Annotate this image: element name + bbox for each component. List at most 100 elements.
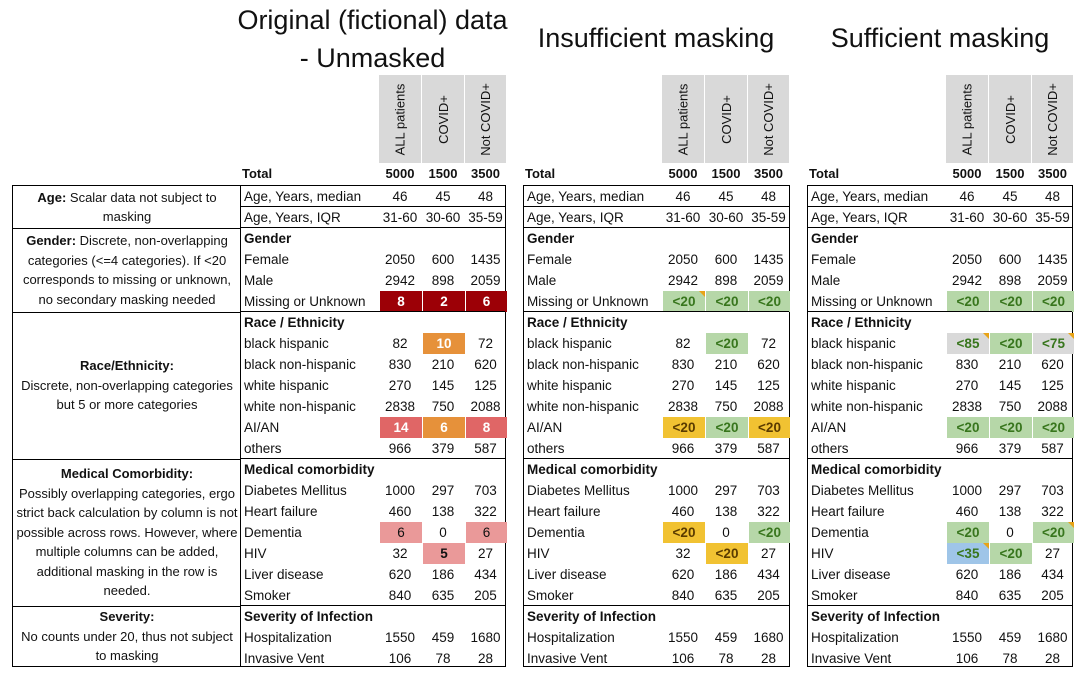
row-label: Dementia [811, 525, 869, 540]
row-label: AI/AN [244, 420, 280, 435]
table-row: AI/AN <20 <20 <20 [808, 417, 1074, 438]
row-label: AI/AN [527, 420, 563, 435]
row-divider [808, 458, 1072, 459]
row-label: black non-hispanic [244, 357, 356, 372]
cell-all-patients: 1000 [951, 483, 983, 498]
cell-all-patients: 840 [671, 588, 695, 603]
row-divider [241, 605, 505, 606]
cell-all-patients: 106 [955, 651, 979, 666]
cell-not-covid-positive: 125 [757, 378, 780, 393]
row-label: Severity of Infection [811, 609, 941, 624]
cell-not-covid-positive: 1435 [470, 252, 501, 267]
table-row: Smoker 840 635 205 [241, 585, 505, 606]
row-label: HIV [244, 546, 267, 561]
cell-covid-positive: <20 [705, 543, 748, 564]
row-label: Gender [811, 231, 859, 246]
cell-all-patients: 2942 [384, 273, 416, 288]
cell-not-covid-positive: 28 [477, 651, 494, 666]
row-label: Age, Years, IQR [244, 210, 341, 225]
row-label: Diabetes Mellitus [527, 483, 630, 498]
row-divider [808, 227, 1072, 228]
row-divider [524, 605, 789, 606]
cell-not-covid-positive: 35-59 [751, 210, 786, 225]
section-header: Race / Ethnicity [808, 312, 1072, 333]
cell-not-covid-positive: 72 [477, 336, 494, 351]
comment-marker-icon [983, 333, 989, 339]
row-label: Hospitalization [244, 630, 332, 645]
cell-not-covid-positive: 35-59 [1035, 210, 1070, 225]
cell-covid-positive: 186 [714, 567, 738, 582]
cell-covid-positive: 145 [714, 378, 738, 393]
total-all-patients: 5000 [952, 166, 982, 181]
row-label: others [527, 441, 565, 456]
cell-not-covid-positive: <75 [1032, 333, 1074, 354]
cell-not-covid-positive: 2088 [1037, 399, 1068, 414]
row-label: Age, Years, median [244, 189, 362, 204]
row-label: Race / Ethnicity [244, 315, 345, 330]
table-row: Smoker 840 635 205 [524, 585, 789, 606]
section-header: Severity of Infection [524, 606, 789, 627]
row-label: Smoker [527, 588, 574, 603]
cell-covid-positive: 459 [998, 630, 1022, 645]
cell-all-patients: 270 [388, 378, 412, 393]
title-insufficient: Insufficient masking [537, 23, 775, 53]
cell-not-covid-positive: 6 [465, 522, 507, 543]
cell-not-covid-positive: 28 [760, 651, 777, 666]
cell-not-covid-positive: 322 [1041, 504, 1064, 519]
cell-not-covid-positive: 72 [760, 336, 777, 351]
row-label: Smoker [811, 588, 858, 603]
row-label: others [811, 441, 849, 456]
row-label: black non-hispanic [811, 357, 923, 372]
table-row: white hispanic 270 145 125 [241, 375, 505, 396]
cell-not-covid-positive: 125 [1041, 378, 1064, 393]
table-row: Missing or Unknown <20 <20 <20 [808, 291, 1074, 312]
cell-not-covid-positive: 35-59 [468, 210, 503, 225]
table-row: black non-hispanic 830 210 620 [524, 354, 789, 375]
row-label: Invasive Vent [527, 651, 608, 666]
section-header: Severity of Infection [808, 606, 1072, 627]
cell-covid-positive: 78 [718, 651, 734, 666]
row-label: Male [244, 273, 274, 288]
comment-marker-icon [1068, 522, 1074, 528]
total-not-covid-positive: 3500 [471, 166, 500, 181]
cell-covid-positive: 297 [998, 483, 1022, 498]
cell-not-covid-positive: 703 [757, 483, 780, 498]
table-row: Hospitalization 1550 459 1680 [241, 627, 505, 648]
cell-not-covid-positive: 2088 [470, 399, 501, 414]
cell-not-covid-positive: 620 [474, 357, 497, 372]
cell-all-patients: 106 [671, 651, 695, 666]
cell-covid-positive: 0 [722, 525, 730, 540]
table-row: Invasive Vent 106 78 28 [524, 648, 789, 669]
table-sufficient: Age, Years, median 46 45 48 Age, Years, IQR 3… [807, 185, 1074, 667]
row-label: Age, Years, median [811, 189, 929, 204]
row-label: black hispanic [811, 336, 896, 351]
cell-not-covid-positive: 27 [760, 546, 777, 561]
cell-all-patients: 966 [955, 441, 979, 456]
cell-all-patients: <20 [946, 522, 989, 543]
total-not-covid-positive: 3500 [754, 166, 783, 181]
table-row: Heart failure 460 138 322 [808, 501, 1072, 522]
cell-all-patients: 460 [388, 504, 412, 519]
cell-all-patients: 1550 [384, 630, 416, 645]
total-row: Total 5000 1500 3500 [523, 166, 790, 184]
comment-marker-icon [983, 543, 989, 549]
column-header-not-covid-positive: Not COVID+ [748, 75, 789, 163]
table-row: Dementia 6 0 6 [241, 522, 507, 543]
comment-marker-icon [699, 291, 705, 297]
cell-all-patients: 2050 [951, 252, 983, 267]
section-header: Gender [241, 228, 505, 249]
section-header: Race / Ethnicity [241, 312, 505, 333]
row-label: Heart failure [527, 504, 601, 519]
row-label: HIV [527, 546, 550, 561]
cell-all-patients: 1000 [667, 483, 699, 498]
cell-all-patients: 14 [379, 417, 422, 438]
table-row: Missing or Unknown <20 <20 <20 [524, 291, 790, 312]
cell-all-patients: <35 [946, 543, 989, 564]
row-label: Missing or Unknown [244, 294, 366, 309]
cell-covid-positive: 459 [431, 630, 455, 645]
cell-covid-positive: 898 [998, 273, 1022, 288]
table-row: white non-hispanic 2838 750 2088 [808, 396, 1072, 417]
cell-all-patients: 830 [955, 357, 979, 372]
cell-all-patients: <20 [946, 417, 989, 438]
row-label: white hispanic [527, 378, 612, 393]
